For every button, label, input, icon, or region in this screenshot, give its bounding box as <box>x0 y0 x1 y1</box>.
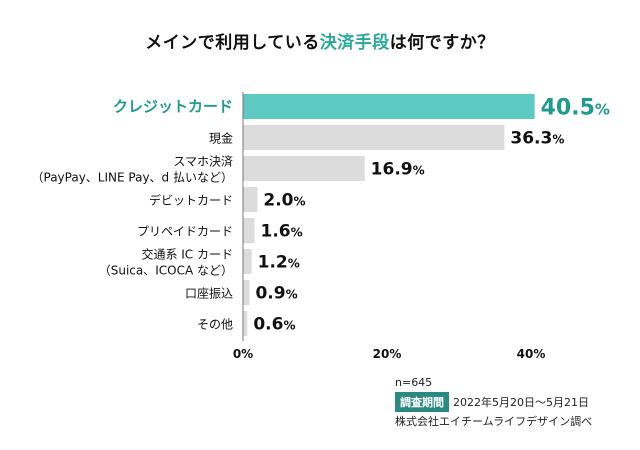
category-label: スマホ決済 <box>173 154 233 169</box>
data-label-unit: % <box>286 288 298 302</box>
data-label-unit: % <box>291 226 303 240</box>
bar <box>243 280 250 305</box>
title-highlight: 決済手段 <box>319 33 390 53</box>
bar <box>243 218 255 243</box>
title-part2: は何ですか？ <box>389 33 495 53</box>
data-label: 16.9% <box>371 160 425 180</box>
survey-period-value: 2022年5月20日～5月21日 <box>453 396 589 409</box>
data-label-unit: % <box>413 164 425 178</box>
data-label-unit: % <box>283 319 295 333</box>
data-label: 1.2% <box>258 253 300 273</box>
category-label: デビットカード <box>149 193 233 208</box>
category-label: 交通系 IC カード <box>141 247 233 262</box>
bar <box>243 311 248 336</box>
data-label-unit: % <box>552 133 564 147</box>
data-label: 1.6% <box>261 222 303 242</box>
bar <box>243 125 505 150</box>
survey-period-badge: 調査期間 <box>395 392 449 412</box>
source-note: 株式会社エイチームライフデザイン調べ <box>395 415 593 428</box>
survey-period: 調査期間 2022年5月20日～5月21日 <box>395 392 589 412</box>
bar <box>243 94 535 119</box>
bar <box>243 187 258 212</box>
sample-size: n=645 <box>395 376 433 389</box>
data-label: 40.5% <box>541 96 610 121</box>
title-part1: メインで利用している <box>145 33 320 53</box>
x-tick-label: 40% <box>517 347 546 361</box>
data-label: 36.3% <box>510 129 564 149</box>
data-label: 0.6% <box>253 315 295 335</box>
data-label-unit: % <box>595 101 610 119</box>
x-tick-label: 20% <box>373 347 402 361</box>
category-label: プリペイドカード <box>137 225 233 239</box>
category-label: 口座振込 <box>185 286 233 301</box>
bar <box>243 156 365 181</box>
data-label: 0.9% <box>255 284 297 304</box>
category-label: （PayPay、LINE Pay、d 払いなど） <box>32 171 234 185</box>
data-label-unit: % <box>294 195 306 209</box>
category-label: その他 <box>197 318 233 332</box>
data-label-unit: % <box>288 257 300 271</box>
chart-title: メインで利用している決済手段は何ですか？ <box>0 28 640 53</box>
bar <box>243 249 252 274</box>
category-label: 現金 <box>209 131 233 146</box>
category-label: クレジットカード <box>113 98 233 116</box>
category-label: （Suica、ICOCA など） <box>99 264 233 278</box>
data-label: 2.0% <box>263 191 305 211</box>
x-tick-label: 0% <box>233 347 253 361</box>
